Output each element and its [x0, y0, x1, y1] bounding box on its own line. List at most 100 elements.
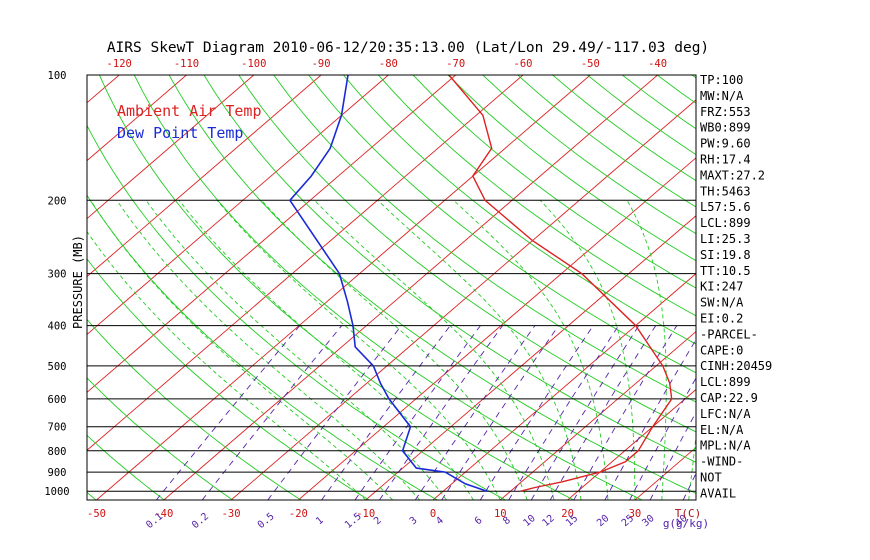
mixing-ratio-line	[604, 338, 696, 500]
dry-adiabat-line	[87, 258, 370, 500]
stability-index-entry: AVAIL	[700, 486, 736, 500]
bottom-temperature-ticks: -50 -40 -30 -20 -10 0 10 20 30	[87, 508, 641, 520]
dry-adiabat-line	[797, 75, 870, 500]
mixing-ratio-tick-label: 30	[640, 513, 656, 529]
isotherm-line	[500, 330, 696, 500]
pressure-tick-label: 600	[48, 394, 67, 406]
pressure-tick-labels: 100 200 300 400 500 600 700 800 900 1000	[44, 70, 69, 498]
isotherm-line	[87, 75, 322, 278]
stability-index-entry: MAXT:27.2	[700, 168, 765, 182]
stability-index-panel: TP:100 MW:N/A FRZ:553 WB0:899 PW:9.60 RH:17.4…	[700, 73, 772, 500]
dry-adiabat-line	[517, 75, 696, 208]
stability-index-entry: TT:10.5	[700, 264, 751, 278]
dry-adiabat-line	[447, 75, 696, 262]
isotherm-line	[0, 75, 52, 500]
bottom-temperature-tick: 20	[561, 508, 574, 520]
mixing-ratio-line	[267, 325, 402, 500]
pressure-tick-label: 500	[48, 361, 67, 373]
stability-index-entry: SW:N/A	[700, 296, 744, 310]
legend-dew-point-temp: Dew Point Temp	[117, 124, 243, 142]
stability-index-entry: NOT	[700, 471, 722, 485]
top-temperature-tick: -120	[107, 58, 132, 70]
stability-index-entry: CINH:20459	[700, 359, 772, 373]
stability-index-entry: LCL:899	[700, 216, 751, 230]
dry-adiabat-line	[831, 75, 870, 500]
isotherm-line	[432, 273, 696, 500]
mixing-ratio-lines	[155, 325, 696, 500]
dry-adiabat-line	[412, 75, 696, 289]
stability-index-entry: PW:9.60	[700, 137, 751, 151]
bottom-temperature-tick: 10	[494, 508, 507, 520]
isotherm-line	[163, 75, 658, 500]
mixing-ratio-tick-label: 0.2	[190, 511, 211, 531]
bottom-temperature-tick: 0	[430, 508, 436, 520]
pressure-tick-label: 700	[48, 422, 67, 434]
bottom-temperature-tick: -10	[356, 508, 375, 520]
bottom-temperature-tick: 30	[629, 508, 642, 520]
stability-index-entry: FRZ:553	[700, 105, 751, 119]
isotherm-line	[87, 75, 389, 336]
moist-adiabat-line	[145, 200, 447, 500]
legend-ambient-air-temp: Ambient Air Temp	[117, 102, 262, 120]
bottom-axis-unit-label: T(C)	[675, 507, 702, 520]
moist-adiabat-line	[87, 230, 367, 500]
isotherm-line	[365, 215, 696, 500]
stability-index-entry: EL:N/A	[700, 423, 744, 437]
top-temperature-tick: -50	[581, 58, 600, 70]
bottom-temperature-tick: -40	[154, 508, 173, 520]
stability-index-entry: KI:247	[700, 280, 743, 294]
mixing-ratio-line	[155, 325, 301, 500]
dry-adiabat-line	[656, 75, 696, 104]
bottom-temperature-tick: -30	[222, 508, 241, 520]
profile-series	[288, 75, 673, 492]
mixing-ratio-tick-label: 8	[501, 515, 513, 527]
isotherm-line	[567, 388, 696, 500]
isotherm-line	[87, 75, 255, 220]
mixing-ratio-tick-label: 1	[314, 515, 326, 527]
dry-adiabat-line	[87, 318, 302, 500]
dry-adiabat-line	[762, 75, 870, 500]
bottom-temperature-tick: -50	[87, 508, 106, 520]
dry-adiabat-line	[87, 434, 165, 500]
dry-adiabat-line	[273, 75, 696, 403]
mixing-ratio-tick-label: 6	[473, 515, 485, 527]
mixing-ratio-tick-label: 3	[408, 515, 420, 527]
dry-adiabat-line	[133, 75, 643, 500]
top-temperature-tick: -70	[446, 58, 465, 70]
moist-adiabat-line	[261, 199, 528, 500]
isotherm-line	[837, 75, 870, 500]
mixing-ratio-line	[629, 377, 696, 500]
isotherm-line	[298, 157, 696, 500]
stability-index-entry: EI:0.2	[700, 312, 743, 326]
top-temperature-tick: -110	[174, 58, 199, 70]
top-temperature-tick: -80	[379, 58, 398, 70]
stability-index-entry: SI:19.8	[700, 248, 751, 262]
temperature-profile-line	[448, 75, 673, 492]
mixing-ratio-line	[321, 325, 451, 500]
mixing-ratio-line	[479, 325, 594, 500]
moist-adiabat-line	[453, 199, 609, 500]
moist-adiabat-lines	[87, 199, 696, 500]
mixing-ratio-tick-label: 20	[595, 513, 611, 529]
isotherm-line	[87, 75, 456, 393]
y-axis-label: PRESSURE (MB)	[71, 235, 85, 329]
mixing-ratio-tick-label: 12	[540, 513, 556, 529]
dry-adiabat-lines	[87, 75, 870, 500]
isotherm-line	[770, 75, 870, 500]
stability-index-entry: LI:25.3	[700, 232, 751, 246]
stability-index-entry: WB0:899	[700, 121, 751, 135]
isotherm-line	[87, 75, 187, 162]
mixing-ratio-line	[441, 325, 559, 500]
stability-index-entry: LCL:899	[700, 375, 751, 389]
top-temperature-tick: -60	[514, 58, 533, 70]
dry-adiabat-line	[87, 194, 438, 500]
mixing-ratio-line	[549, 325, 657, 500]
dry-adiabat-line	[343, 75, 696, 345]
stability-index-entry: CAPE:0	[700, 343, 743, 357]
dewpoint-profile-line	[288, 75, 488, 492]
plot-area	[0, 75, 870, 500]
dry-adiabat-line	[87, 124, 506, 500]
dry-adiabat-line	[377, 75, 696, 317]
top-temperature-tick: -90	[312, 58, 331, 70]
